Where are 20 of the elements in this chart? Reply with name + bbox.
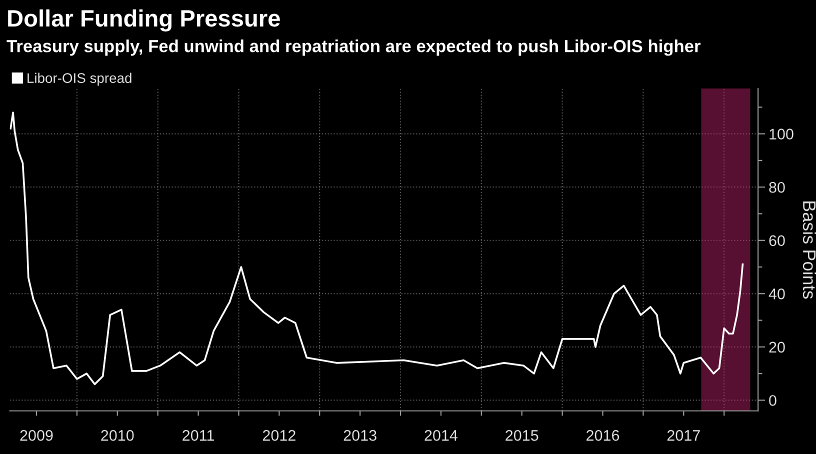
y-tick-label: 100	[770, 128, 794, 140]
x-tick-label: 2013	[344, 430, 376, 441]
x-tick-label: 2009	[20, 430, 53, 441]
y-tick-label: 40	[768, 288, 785, 300]
x-tick-label: 2016	[586, 430, 620, 441]
y-axis-title: Basis Points	[802, 202, 816, 299]
x-tick-label: 2010	[101, 430, 134, 441]
y-tick-label: 60	[769, 235, 785, 246]
chart-subtitle: Treasury supply, Fed unwind and repatriation are expected to push Libor-OIS higher	[6, 40, 701, 56]
x-tick-label: 2011	[182, 430, 214, 441]
line-series	[10, 112, 744, 386]
y-tick-label: 20	[769, 342, 785, 353]
x-tick-label: 2017	[667, 430, 700, 441]
y-tick-label: 80	[769, 182, 785, 193]
legend-label: Libor-OIS spread	[28, 72, 132, 86]
chart-title: Dollar Funding Pressure	[8, 9, 280, 32]
x-tick-label: 2015	[506, 430, 538, 441]
y-tick-label: 0	[769, 395, 776, 406]
x-tick-label: 2014	[424, 430, 458, 441]
x-tick-label: 2012	[262, 430, 296, 441]
